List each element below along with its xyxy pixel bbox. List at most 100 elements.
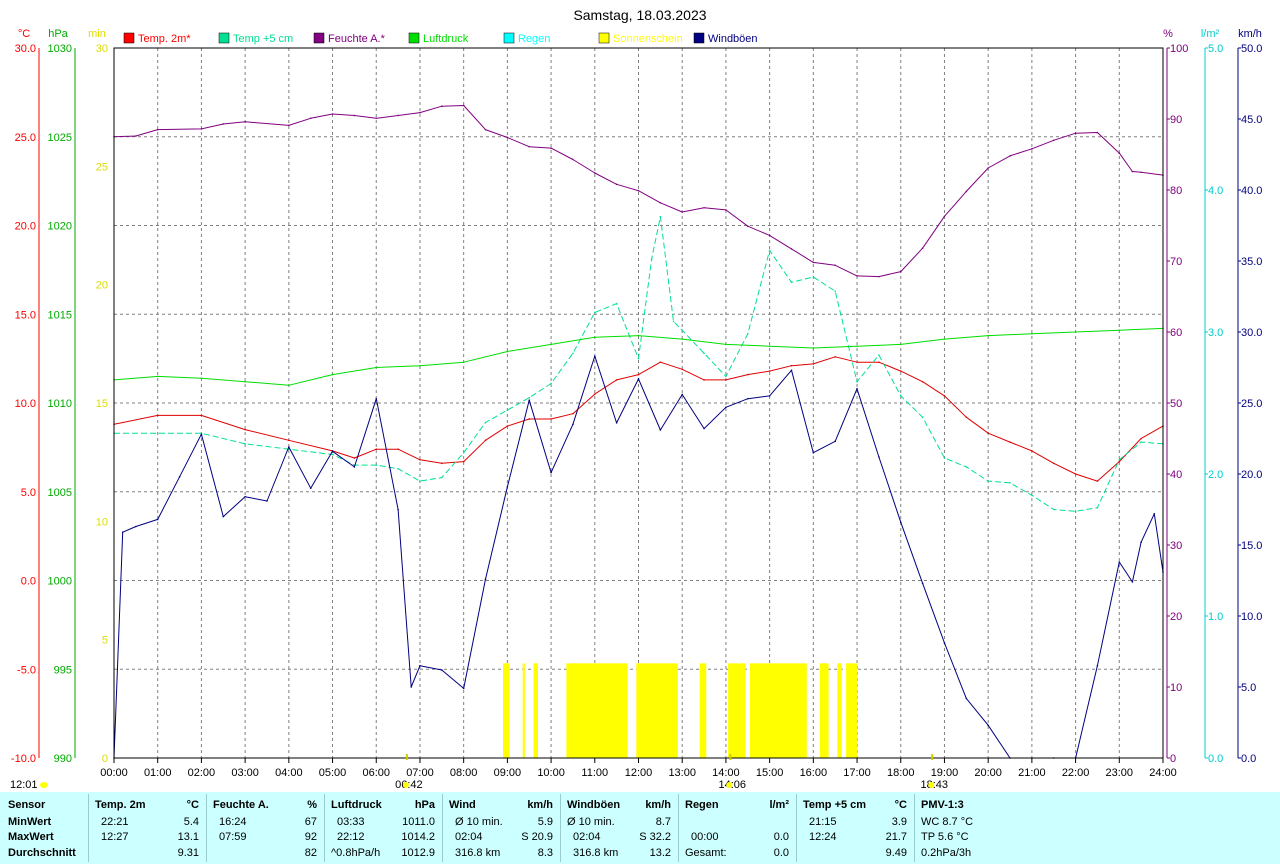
series-point [375, 448, 378, 450]
series-point [506, 136, 509, 139]
stats-pmv-dew-point: TP 5.6 °C [921, 831, 969, 843]
series-point [790, 248, 793, 250]
series-point [615, 302, 618, 305]
series-point [1031, 332, 1033, 335]
sun-tick-label: 30 [96, 43, 108, 55]
series-point [659, 215, 662, 218]
sun-tick-label: 5 [102, 635, 108, 647]
rain-tick-label: 0.0 [1208, 753, 1223, 765]
stats-temp5cm-column: Temp +5 cm °C 21:15 3.9 12:24 21.7 9.49 [797, 792, 913, 864]
temp-tick-label: 15.0 [15, 309, 36, 321]
series-point [244, 495, 246, 498]
series-point [987, 432, 989, 434]
sun-tick-label: 20 [96, 280, 108, 292]
series-point [572, 158, 574, 161]
series-point [353, 466, 356, 468]
stats-pressure-min-value: 1011.0 [402, 816, 435, 828]
stats-rain-column: Regen l/m² 00:00 0.0 Gesamt: 0.0 [679, 792, 795, 864]
x-tick-label: 24:00 [1149, 767, 1177, 779]
temp-axis-unit: °C [18, 28, 30, 40]
left-axes: -10.0 -5.0 0.0 5.0 10.0 15.0 20.0 25.0 30.0 990 99… [11, 43, 108, 765]
series-point [681, 368, 684, 371]
x-axis: 00:00 01:00 02:00 03:00 04:00 05:00 06:00 07:00… [100, 758, 1177, 779]
series-point [331, 453, 334, 456]
stats-temp5cm-max-time: 12:24 [809, 831, 837, 843]
series-point [288, 384, 290, 387]
x-tick-label: 02:00 [188, 767, 216, 779]
corner-time: 12:01 [10, 779, 48, 791]
series-point [987, 480, 989, 482]
series-point [331, 373, 334, 376]
series-point [899, 343, 902, 346]
series-point [550, 382, 552, 385]
stats-wind-column: Wind km/h Ø 10 min. 5.9 02:04 S 20.9 316… [443, 792, 559, 864]
series-point [550, 418, 552, 420]
series-point [462, 361, 465, 363]
stats-pmv-column: PMV-1:3 WC 8.7 °C TP 5.6 °C 0.2hPa/3h [915, 792, 1035, 864]
legend-label: Regen [518, 33, 550, 45]
series-point [484, 128, 487, 131]
wind-tick-label: 35.0 [1241, 256, 1262, 268]
temp-tick-label: 10.0 [15, 398, 36, 410]
stats-temp2m-header: Temp. 2m [95, 799, 146, 811]
series-point [462, 451, 465, 454]
series-point [659, 429, 662, 431]
sun-tick-label: 0 [102, 753, 108, 765]
series-line [114, 216, 1164, 512]
statistics-panel: Sensor MinWert MaxWert Durchschnitt Temp… [0, 792, 1280, 864]
series-point [637, 378, 640, 380]
sun-tick-label: 10 [96, 516, 108, 528]
stats-wind-header: Wind [449, 799, 476, 811]
x-tick-label: 11:00 [581, 767, 608, 779]
series-point [1074, 132, 1077, 134]
series-point [1009, 482, 1011, 484]
legend-swatch [313, 32, 325, 44]
series-point [856, 380, 858, 383]
series-point [856, 388, 858, 390]
series-point [965, 697, 968, 700]
stats-humidity-max-time: 07:59 [219, 831, 247, 843]
stats-temp5cm-unit: °C [894, 799, 907, 811]
series-point [878, 456, 880, 458]
legend-swatch [598, 32, 610, 44]
rain-axis-unit: l/m² [1201, 28, 1220, 40]
legend-swatch [693, 32, 705, 44]
legend-swatch [503, 32, 515, 44]
stats-sensor-column: Sensor MinWert MaxWert Durchschnitt [0, 792, 88, 864]
temp-tick-label: 5.0 [21, 487, 36, 499]
stats-wind-max-value: S 20.9 [521, 831, 553, 843]
series-point [419, 480, 421, 482]
series-point [746, 397, 749, 400]
series-point [878, 275, 880, 278]
series-point [943, 395, 946, 397]
series-point [1096, 131, 1099, 134]
series-point [987, 724, 989, 727]
series-point [637, 334, 640, 337]
stats-wind-distance: 316.8 km [455, 847, 501, 859]
series-point [746, 332, 749, 335]
series-point [943, 642, 946, 644]
series-point [156, 375, 159, 378]
pressure-tick-label: 995 [54, 664, 72, 676]
series-point [410, 686, 413, 688]
series-point [462, 687, 465, 690]
series-point [856, 275, 858, 277]
series-point [856, 345, 858, 348]
series-point [331, 113, 334, 115]
series-point [768, 249, 771, 252]
humidity-tick-label: 70 [1170, 256, 1182, 268]
pressure-tick-label: 1000 [48, 576, 72, 588]
series-point [1031, 148, 1033, 150]
series-point [725, 375, 727, 378]
series-point [1096, 480, 1099, 482]
stats-gusts-max-time: 02:04 [573, 831, 601, 843]
series-point [419, 364, 421, 367]
pressure-tick-label: 1010 [48, 398, 72, 410]
sun-marker-icon [928, 782, 935, 788]
series-point [965, 466, 968, 468]
sunshine-bar [636, 663, 678, 758]
series-point [768, 234, 771, 237]
stats-wind-min-value: 5.9 [537, 816, 553, 828]
series-point [921, 416, 924, 419]
series-point [462, 460, 465, 463]
